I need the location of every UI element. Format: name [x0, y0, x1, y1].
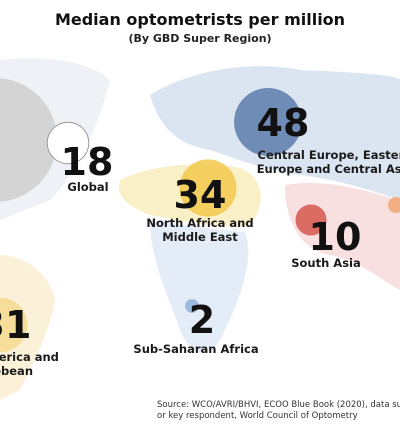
bubble — [185, 299, 199, 313]
source-line: Source: WCO/AVRI/BHVI, ECOO Blue Book (2… — [157, 400, 400, 410]
source-line: or key respondent, World Council of Opto… — [157, 411, 358, 421]
value-label: 2 — [188, 298, 216, 342]
region-label: Sub-Saharan Africa — [133, 342, 259, 356]
bubble — [295, 204, 327, 236]
africa — [150, 220, 249, 353]
region-label: North Africa and Middle East — [146, 216, 254, 244]
bubble — [46, 121, 90, 165]
value-label: 48 — [256, 101, 310, 145]
bubble — [0, 297, 28, 353]
value-label: 31 — [0, 303, 32, 347]
source-note: Source: WCO/AVRI/BHVI, ECOO Blue Book (2… — [157, 400, 400, 422]
value-label: 34 — [173, 173, 227, 217]
value-label: 18 — [60, 140, 114, 184]
chart-subtitle: (By GBD Super Region) — [128, 32, 272, 45]
value-label: 10 — [308, 215, 362, 259]
region-label: Global — [67, 180, 109, 194]
region-label: South Asia — [291, 256, 361, 270]
region-label: Latin America and Caribbean — [0, 350, 59, 378]
high-income-circle — [0, 78, 57, 202]
south-america — [0, 255, 55, 400]
east-asia-circle — [388, 197, 400, 213]
chart-title: Median optometrists per million — [54, 10, 346, 29]
region-label: Central Europe, Eastern Europe and Centr… — [256, 148, 400, 176]
bubble — [179, 159, 237, 217]
bubble — [234, 88, 302, 156]
